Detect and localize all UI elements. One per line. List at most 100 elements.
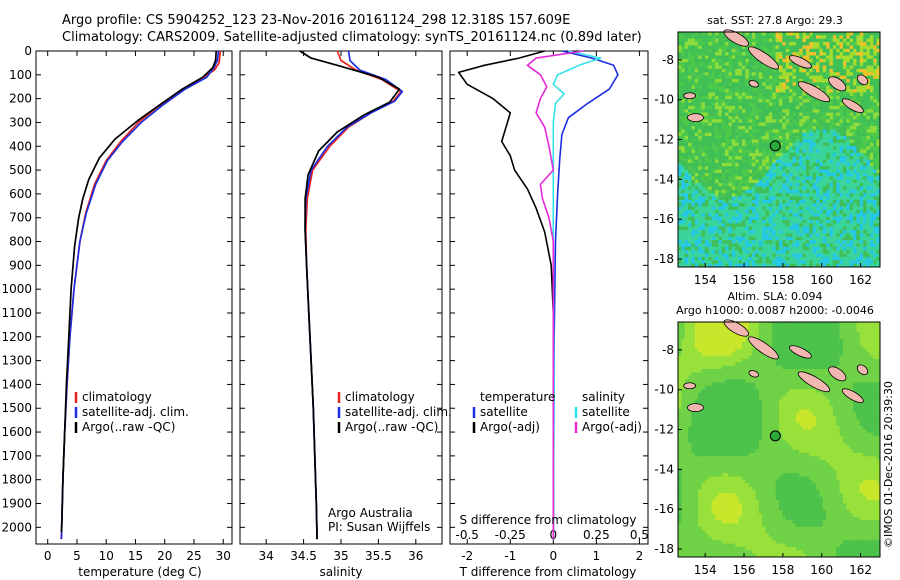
map-cell xyxy=(819,55,824,60)
map-cell xyxy=(768,209,773,214)
map-cell xyxy=(704,122,709,127)
map-cell xyxy=(863,32,867,36)
map-cell xyxy=(745,72,749,76)
map-cell xyxy=(863,119,867,123)
map-cell xyxy=(795,199,800,204)
map-cell xyxy=(728,162,733,167)
map-cell xyxy=(752,129,756,134)
map-cell xyxy=(789,203,793,207)
map-cell xyxy=(752,186,756,191)
map-cell xyxy=(718,335,723,340)
map-cell xyxy=(812,260,817,264)
map-cell xyxy=(684,105,689,110)
map-cell xyxy=(698,95,702,100)
map-cell xyxy=(805,109,810,113)
map-cell xyxy=(832,216,837,221)
map-cell xyxy=(728,348,733,353)
map-cell xyxy=(799,119,803,123)
map-cell xyxy=(842,203,847,207)
map-cell xyxy=(718,173,723,177)
map-cell xyxy=(715,119,719,123)
map-cell xyxy=(866,166,871,170)
map-cell xyxy=(873,85,877,90)
map-cell xyxy=(805,149,810,154)
map-cell xyxy=(698,338,702,343)
map-cell xyxy=(809,328,813,333)
map-cell xyxy=(853,193,857,197)
map-cell xyxy=(694,328,699,333)
map-cell xyxy=(856,166,861,170)
map-cell xyxy=(873,332,877,336)
map-cell xyxy=(782,243,787,248)
map-cell xyxy=(869,146,874,150)
map-cell xyxy=(849,226,854,231)
map-cell xyxy=(856,146,861,150)
map-cell xyxy=(863,233,867,238)
map-cell xyxy=(876,45,881,50)
map-cell xyxy=(839,322,844,326)
map-cell xyxy=(826,162,830,167)
map-cell xyxy=(691,342,696,346)
map-cell xyxy=(866,322,871,326)
map-cell xyxy=(678,230,682,234)
map-cell xyxy=(704,348,709,353)
map-cell xyxy=(721,142,726,147)
map-cell xyxy=(762,149,766,154)
map-cell xyxy=(768,85,773,90)
map-cell xyxy=(863,55,867,60)
sla-map-panel: 154 156 158 160 162-8-10-12-14-16-18 xyxy=(654,319,881,577)
map-cell xyxy=(755,183,760,187)
map-cell xyxy=(758,42,763,46)
map-cell xyxy=(799,246,803,251)
map-cell xyxy=(839,92,844,97)
map-cell xyxy=(762,126,766,130)
map-cell xyxy=(708,256,712,261)
map-cell xyxy=(849,203,854,207)
map-cell xyxy=(731,263,736,268)
map-cell xyxy=(802,256,807,261)
map-cell xyxy=(725,328,729,333)
map-cell xyxy=(869,203,874,207)
map-cell xyxy=(718,322,723,326)
map-cell xyxy=(809,230,813,234)
map-cell xyxy=(789,132,793,137)
map-cell xyxy=(762,223,766,228)
map-cell xyxy=(725,236,729,241)
map-cell xyxy=(816,332,820,336)
map-cell xyxy=(708,129,712,134)
map-cell xyxy=(809,32,813,36)
map-cell xyxy=(731,159,736,164)
map-cell xyxy=(684,176,689,181)
map-cell xyxy=(735,79,739,83)
map-cell xyxy=(711,243,716,248)
map-cell xyxy=(748,162,753,167)
map-cell xyxy=(738,65,743,70)
map-cell xyxy=(846,345,850,350)
map-cell xyxy=(768,253,773,258)
map-cell xyxy=(839,209,844,214)
map-cell xyxy=(721,179,726,184)
map-cell xyxy=(708,126,712,130)
map-cell xyxy=(832,335,837,340)
map-cell xyxy=(779,166,783,170)
map-cell xyxy=(829,189,834,194)
map-cell xyxy=(819,338,824,343)
map-cell xyxy=(829,253,834,258)
map-cell xyxy=(678,82,682,87)
map-cell xyxy=(775,263,780,268)
map-cell xyxy=(849,139,854,144)
map-cell xyxy=(704,105,709,110)
map-cell xyxy=(779,48,783,53)
map-cell xyxy=(762,122,766,127)
map-cell xyxy=(745,226,749,231)
map-cell xyxy=(762,246,766,251)
map-cell xyxy=(725,243,729,248)
map-cell xyxy=(863,109,867,113)
map-cell xyxy=(678,142,682,147)
map-cell xyxy=(741,209,746,214)
map-cell xyxy=(873,82,877,87)
map-cell xyxy=(715,345,719,350)
map-cell xyxy=(741,119,746,123)
map-cell xyxy=(681,149,686,154)
map-cell xyxy=(826,193,830,197)
